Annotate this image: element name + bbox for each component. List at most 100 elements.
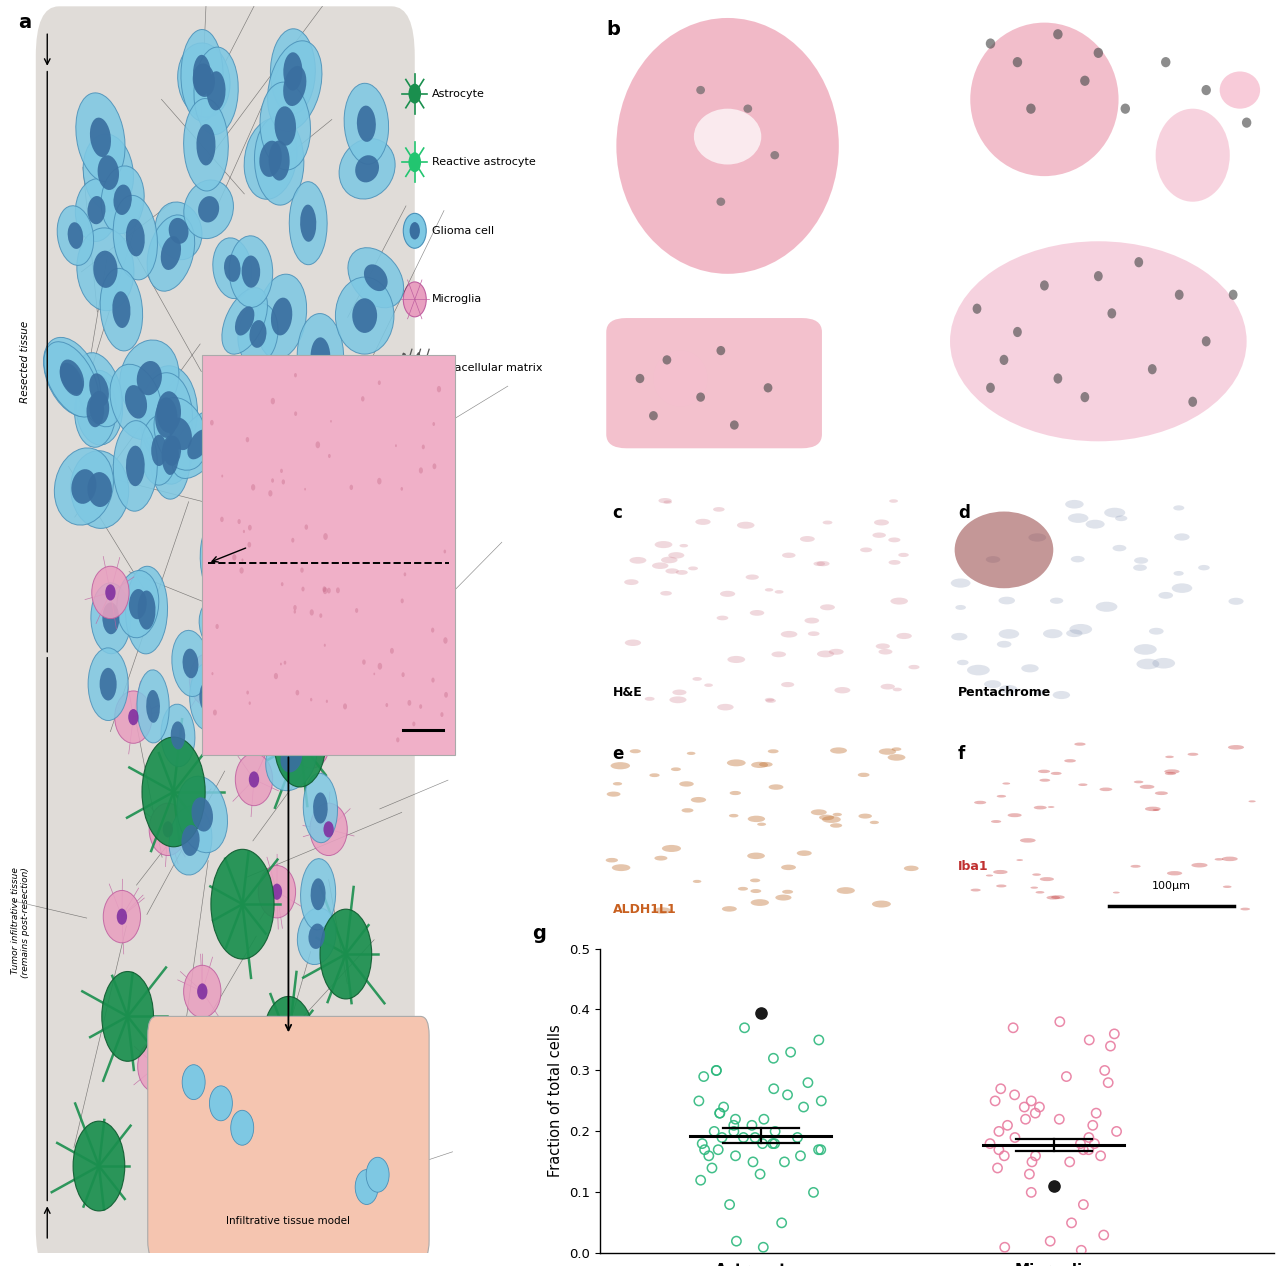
Point xyxy=(765,1122,786,1142)
Ellipse shape xyxy=(250,320,266,348)
Ellipse shape xyxy=(820,604,835,610)
Ellipse shape xyxy=(808,632,819,636)
Ellipse shape xyxy=(88,648,128,720)
Ellipse shape xyxy=(1156,109,1230,201)
Ellipse shape xyxy=(1174,505,1184,510)
Ellipse shape xyxy=(169,218,188,244)
Ellipse shape xyxy=(630,557,646,563)
Ellipse shape xyxy=(151,1058,161,1075)
Ellipse shape xyxy=(605,858,618,862)
Point xyxy=(764,1133,785,1153)
Ellipse shape xyxy=(68,223,83,249)
Ellipse shape xyxy=(343,704,347,709)
Ellipse shape xyxy=(314,793,328,823)
Point xyxy=(690,1170,710,1190)
Ellipse shape xyxy=(355,608,358,613)
Ellipse shape xyxy=(269,490,273,496)
Ellipse shape xyxy=(323,410,371,490)
Point xyxy=(1073,1194,1093,1214)
Ellipse shape xyxy=(896,633,911,639)
Point xyxy=(763,1079,783,1099)
Ellipse shape xyxy=(892,687,902,691)
Point xyxy=(995,1146,1015,1166)
Ellipse shape xyxy=(909,665,919,670)
Ellipse shape xyxy=(645,696,654,701)
Ellipse shape xyxy=(1158,592,1172,599)
Text: Iba1: Iba1 xyxy=(957,860,988,872)
Ellipse shape xyxy=(280,582,283,586)
Ellipse shape xyxy=(1134,781,1143,784)
Ellipse shape xyxy=(178,43,230,118)
Ellipse shape xyxy=(230,606,252,648)
Ellipse shape xyxy=(758,823,767,825)
Point xyxy=(1101,1036,1121,1056)
Point xyxy=(1039,1231,1060,1251)
Ellipse shape xyxy=(1148,365,1157,375)
Ellipse shape xyxy=(1188,753,1198,756)
Ellipse shape xyxy=(746,575,759,580)
Ellipse shape xyxy=(1228,744,1244,749)
Ellipse shape xyxy=(361,396,365,401)
Point xyxy=(754,1109,774,1129)
Ellipse shape xyxy=(120,341,179,417)
Ellipse shape xyxy=(436,386,442,392)
Ellipse shape xyxy=(782,552,796,558)
Point xyxy=(997,1115,1018,1136)
Point xyxy=(1073,1139,1093,1160)
Ellipse shape xyxy=(348,248,403,308)
Ellipse shape xyxy=(280,662,282,666)
Ellipse shape xyxy=(671,767,681,771)
Point xyxy=(1043,1176,1064,1196)
Point xyxy=(777,1085,797,1105)
Ellipse shape xyxy=(1202,85,1211,95)
Ellipse shape xyxy=(737,887,748,890)
Ellipse shape xyxy=(169,806,212,875)
Ellipse shape xyxy=(241,586,262,625)
Ellipse shape xyxy=(881,684,895,690)
Point xyxy=(1004,1018,1024,1038)
Ellipse shape xyxy=(92,566,129,619)
Ellipse shape xyxy=(248,525,252,530)
Ellipse shape xyxy=(613,782,622,785)
Ellipse shape xyxy=(221,287,268,354)
Ellipse shape xyxy=(335,504,378,582)
Ellipse shape xyxy=(1007,813,1021,818)
Ellipse shape xyxy=(998,596,1015,604)
Ellipse shape xyxy=(750,879,760,882)
Ellipse shape xyxy=(1030,886,1038,889)
Ellipse shape xyxy=(150,803,187,856)
Ellipse shape xyxy=(91,582,131,653)
Ellipse shape xyxy=(986,38,996,48)
Ellipse shape xyxy=(378,663,383,670)
Ellipse shape xyxy=(301,567,303,572)
Point xyxy=(810,1139,831,1160)
Ellipse shape xyxy=(835,687,850,694)
Ellipse shape xyxy=(1248,800,1256,803)
Ellipse shape xyxy=(324,533,328,541)
Ellipse shape xyxy=(814,561,826,566)
Ellipse shape xyxy=(728,814,739,818)
Ellipse shape xyxy=(296,599,319,641)
Ellipse shape xyxy=(692,677,701,681)
Ellipse shape xyxy=(151,418,193,484)
Ellipse shape xyxy=(101,166,145,234)
Ellipse shape xyxy=(93,251,118,287)
Ellipse shape xyxy=(401,599,403,604)
Ellipse shape xyxy=(782,890,794,894)
Ellipse shape xyxy=(660,591,672,595)
Point xyxy=(1025,1103,1046,1123)
Ellipse shape xyxy=(293,715,330,768)
Ellipse shape xyxy=(220,517,224,522)
Ellipse shape xyxy=(301,858,335,929)
Ellipse shape xyxy=(156,391,180,433)
Ellipse shape xyxy=(1012,57,1023,67)
Ellipse shape xyxy=(243,529,244,533)
Point xyxy=(1060,1152,1080,1172)
Ellipse shape xyxy=(110,365,163,439)
Ellipse shape xyxy=(636,373,644,384)
Point xyxy=(689,1091,709,1112)
Ellipse shape xyxy=(750,610,764,615)
Point xyxy=(1070,1133,1091,1153)
Point xyxy=(772,1213,792,1233)
Ellipse shape xyxy=(248,701,251,705)
